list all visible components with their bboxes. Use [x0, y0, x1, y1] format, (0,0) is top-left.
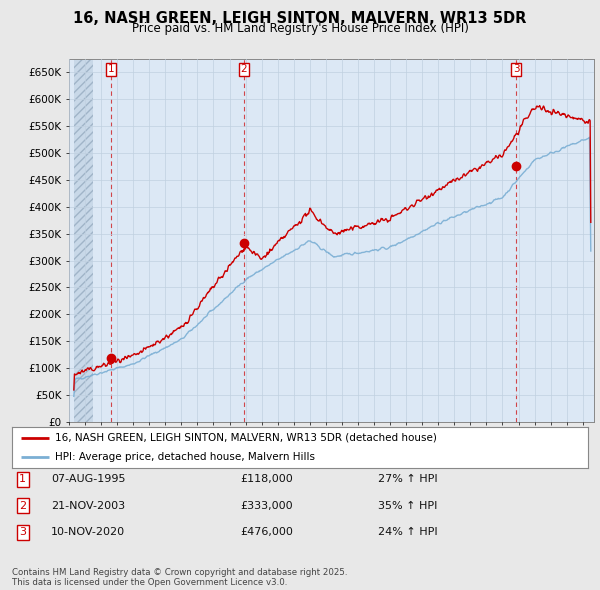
Text: 2: 2: [241, 64, 247, 74]
Bar: [74, 59, 93, 422]
Text: 07-AUG-1995: 07-AUG-1995: [51, 474, 125, 484]
Text: 35% ↑ HPI: 35% ↑ HPI: [378, 501, 437, 510]
Text: 3: 3: [19, 527, 26, 537]
Text: 3: 3: [513, 64, 520, 74]
Text: 16, NASH GREEN, LEIGH SINTON, MALVERN, WR13 5DR (detached house): 16, NASH GREEN, LEIGH SINTON, MALVERN, W…: [55, 432, 437, 442]
Text: 16, NASH GREEN, LEIGH SINTON, MALVERN, WR13 5DR: 16, NASH GREEN, LEIGH SINTON, MALVERN, W…: [73, 11, 527, 25]
Text: 10-NOV-2020: 10-NOV-2020: [51, 527, 125, 537]
Text: 2: 2: [19, 501, 26, 510]
Text: 21-NOV-2003: 21-NOV-2003: [51, 501, 125, 510]
Text: Contains HM Land Registry data © Crown copyright and database right 2025.
This d: Contains HM Land Registry data © Crown c…: [12, 568, 347, 587]
Text: 1: 1: [107, 64, 114, 74]
Text: Price paid vs. HM Land Registry's House Price Index (HPI): Price paid vs. HM Land Registry's House …: [131, 22, 469, 35]
Text: 1: 1: [19, 474, 26, 484]
Text: 27% ↑ HPI: 27% ↑ HPI: [378, 474, 437, 484]
Text: 24% ↑ HPI: 24% ↑ HPI: [378, 527, 437, 537]
Text: HPI: Average price, detached house, Malvern Hills: HPI: Average price, detached house, Malv…: [55, 452, 315, 462]
Text: £476,000: £476,000: [240, 527, 293, 537]
Text: £333,000: £333,000: [240, 501, 293, 510]
Text: £118,000: £118,000: [240, 474, 293, 484]
